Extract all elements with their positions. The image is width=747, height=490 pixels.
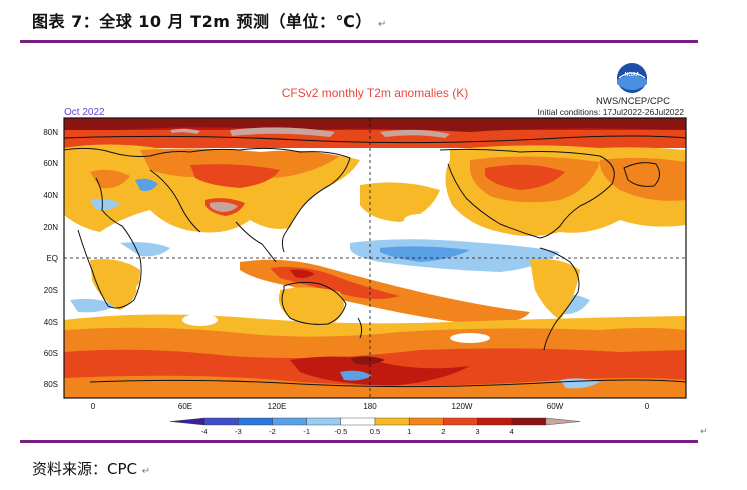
legend-swatch (238, 417, 273, 426)
map-month: Oct 2022 (64, 107, 105, 118)
legend-label: -0.5 (334, 427, 347, 436)
caption-title: 图表 7：全球 10 月 T2m 预测（单位：℃） (32, 12, 372, 31)
source-note: 资料来源：CPC ↵ (32, 458, 150, 479)
legend-label: -2 (269, 427, 276, 436)
legend-label: 1 (407, 427, 411, 436)
lon-label: 120E (268, 402, 287, 411)
lon-label: 180 (363, 402, 377, 411)
legend-swatch (511, 417, 547, 426)
map-end-mark: ↵ (700, 426, 708, 436)
agency-label: NWS/NCEP/CPC (596, 96, 670, 107)
source-mark: ↵ (141, 466, 151, 477)
lat-label: 40S (44, 318, 58, 327)
legend-swatch (545, 417, 581, 426)
legend-label: -3 (235, 427, 242, 436)
legend-swatch (272, 417, 307, 426)
lon-label: 120W (452, 402, 473, 411)
latitude-labels: 80N 60N 40N 20N EQ 20S 40S 60S 80S (43, 128, 58, 389)
legend-label: 3 (475, 427, 479, 436)
lon-label: 60W (547, 402, 564, 411)
bottom-rule (20, 440, 698, 443)
legend-swatch (477, 417, 512, 426)
lat-label: 40N (43, 191, 58, 200)
coastlines (64, 135, 686, 388)
map-white-areas (136, 214, 642, 343)
longitude-labels: 0 60E 120E 180 120W 60W 0 (91, 402, 650, 411)
color-legend: -4 -3 -2 -1 -0.5 0.5 1 2 3 4 (169, 417, 581, 436)
noaa-logo: NOAA (617, 63, 647, 93)
paragraph-mark: ↵ (377, 19, 387, 30)
figure-caption: 图表 7：全球 10 月 T2m 预测（单位：℃） ↵ (32, 8, 387, 32)
lon-label: 60E (178, 402, 192, 411)
legend-label: -4 (201, 427, 208, 436)
legend-swatch (169, 417, 205, 426)
top-rule (20, 40, 698, 43)
lat-label: 60S (44, 349, 58, 358)
lat-label: 20S (44, 286, 58, 295)
legend-label: 2 (441, 427, 445, 436)
lon-label: 0 (645, 402, 650, 411)
lat-label: 60N (43, 159, 58, 168)
legend-swatch (340, 417, 376, 426)
map-frame (63, 117, 687, 399)
legend-label: 4 (510, 427, 514, 436)
source-text: 资料来源：CPC (32, 460, 137, 478)
legend-swatch (374, 417, 410, 426)
legend-swatch (443, 417, 478, 426)
legend-swatch (306, 417, 342, 426)
legend-label: 0.5 (370, 427, 380, 436)
lat-label: 80S (44, 380, 58, 389)
logo-text: NOAA (625, 72, 640, 78)
lat-label: 80N (43, 128, 58, 137)
legend-swatch (203, 417, 239, 426)
lon-label: 0 (91, 402, 96, 411)
map-title: CFSv2 monthly T2m anomalies (K) (282, 86, 469, 100)
lat-label: 20N (43, 223, 58, 232)
lat-label: EQ (46, 254, 58, 263)
legend-label: -1 (303, 427, 310, 436)
legend-swatch (408, 417, 444, 426)
initial-conditions: Initial conditions: 17Jul2022-26Jul2022 (538, 107, 685, 117)
